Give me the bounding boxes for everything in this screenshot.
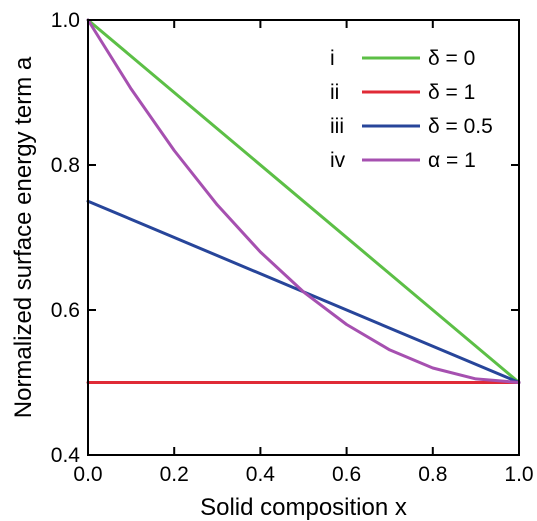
x-axis-ticks: 0.0 0.2 0.4 0.6 0.8 1.0 — [73, 20, 534, 486]
legend-label-i: δ = 0 — [428, 47, 475, 70]
x-tick-label-1: 0.2 — [160, 463, 189, 486]
x-tick-label-5: 1.0 — [504, 463, 533, 486]
legend-id-iv: iv — [330, 149, 346, 172]
legend-item-ii: ii δ = 1 — [330, 81, 475, 104]
legend-label-ii: δ = 1 — [428, 81, 475, 104]
y-axis-ticks: 0.4 0.6 0.8 1.0 — [51, 9, 519, 467]
y-tick-label-2: 0.8 — [51, 154, 80, 177]
x-tick-label-3: 0.6 — [332, 463, 361, 486]
legend: i δ = 0 ii δ = 1 iii δ = 0.5 iv α = 1 — [330, 47, 493, 172]
x-tick-label-4: 0.8 — [418, 463, 447, 486]
x-axis-label: Solid composition x — [200, 494, 407, 521]
plot-frame — [87, 19, 520, 456]
plot-lines — [86, 18, 521, 384]
y-tick-label-3: 1.0 — [51, 9, 80, 32]
y-tick-label-0: 0.4 — [51, 444, 81, 467]
x-tick-label-0: 0.0 — [73, 463, 102, 486]
legend-label-iv: α = 1 — [428, 149, 476, 172]
y-axis-label: Normalized surface energy term a — [10, 56, 37, 418]
y-tick-label-1: 0.6 — [51, 299, 80, 322]
legend-id-iii: iii — [330, 115, 344, 138]
legend-item-iii: iii δ = 0.5 — [330, 115, 493, 138]
legend-label-iii: δ = 0.5 — [428, 115, 493, 138]
x-tick-label-2: 0.4 — [246, 463, 276, 486]
legend-item-iv: iv α = 1 — [330, 149, 476, 172]
legend-id-ii: ii — [330, 81, 339, 104]
series-line-iv — [86, 18, 521, 384]
series-line-i — [86, 18, 521, 384]
legend-id-i: i — [330, 47, 335, 70]
legend-item-i: i δ = 0 — [330, 47, 475, 70]
